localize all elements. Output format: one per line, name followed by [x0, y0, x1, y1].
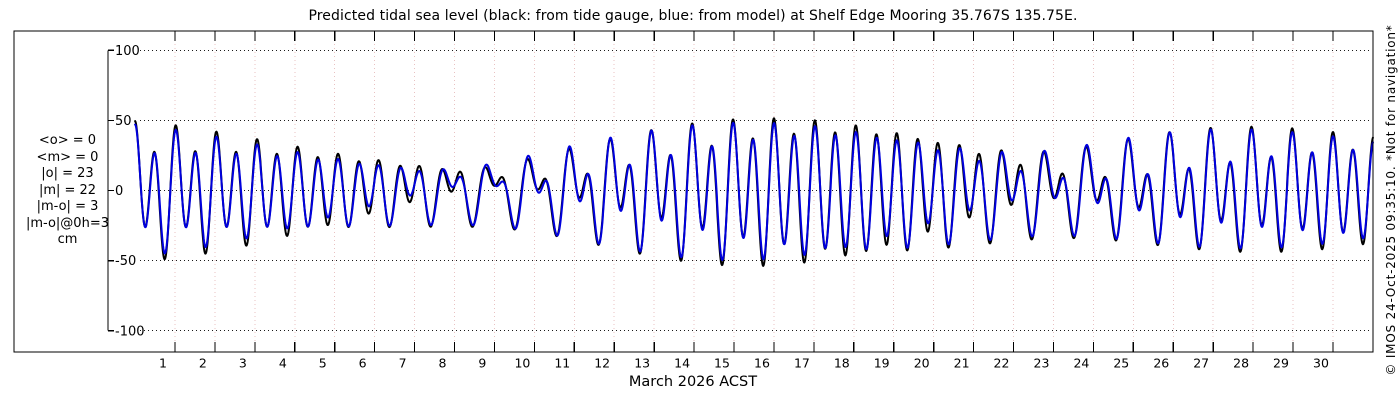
x-tick-label: 6: [359, 356, 367, 371]
stat-rms-model: |m| = 22: [38, 182, 97, 198]
x-tick-label: 20: [914, 356, 930, 371]
x-tick-label: 10: [514, 356, 530, 371]
x-tick-label: 1: [159, 356, 167, 371]
stat-mean-model: <m> = 0: [36, 149, 99, 165]
y-tick-label: 50: [115, 114, 132, 129]
x-tick-label: 15: [714, 356, 730, 371]
x-tick-label: 9: [478, 356, 486, 371]
x-tick-label: 29: [1273, 356, 1289, 371]
x-tick-label: 12: [594, 356, 610, 371]
y-tick-label: 100: [115, 44, 140, 59]
stat-difference-at-0h: |m-o|@0h=3: [26, 215, 109, 231]
x-tick-label: 19: [874, 356, 890, 371]
x-tick-label: 18: [834, 356, 850, 371]
stat-mean-observed: <o> = 0: [38, 133, 97, 148]
x-tick-label: 11: [554, 356, 570, 371]
x-tick-label: 28: [1233, 356, 1249, 371]
x-tick-label: 24: [1073, 356, 1089, 371]
x-tick-label: 23: [1034, 356, 1050, 371]
stat-units: cm: [57, 232, 78, 247]
x-tick-label: 8: [439, 356, 447, 371]
x-tick-label: 4: [279, 356, 287, 371]
x-tick-label: 5: [319, 356, 327, 371]
x-tick-label: 14: [674, 356, 690, 371]
x-tick-label: 25: [1113, 356, 1129, 371]
x-tick-label: 30: [1313, 356, 1329, 371]
x-tick-label: 7: [399, 356, 407, 371]
model-tide-curve: [134, 121, 1374, 261]
x-tick-label: 27: [1193, 356, 1209, 371]
x-axis-label: March 2026 ACST: [628, 374, 758, 390]
y-tick-label: -100: [115, 324, 145, 339]
x-tick-label: 21: [954, 356, 970, 371]
x-tick-label: 13: [634, 356, 650, 371]
plot-frame: [13, 30, 1374, 353]
x-tick-label: 16: [754, 356, 770, 371]
stats-panel: <o> = 0 <m> = 0 |o| = 23 |m| = 22 |m-o| …: [20, 133, 115, 249]
x-tick-label: 26: [1153, 356, 1169, 371]
stat-rms-observed: |o| = 23: [41, 166, 94, 181]
y-tick-label: -50: [115, 254, 136, 269]
imos-watermark-note: © IMOS 24-Oct-2025 09:35:10. *Not for na…: [1384, 24, 1398, 376]
x-tick-label: 2: [199, 356, 207, 371]
stat-rms-difference: |m-o| = 3: [36, 199, 99, 214]
chart-title: Predicted tidal sea level (black: from t…: [308, 8, 1078, 24]
x-tick-label: 17: [794, 356, 810, 371]
x-tick-label: 22: [994, 356, 1010, 371]
x-tick-label: 3: [239, 356, 247, 371]
y-tick-label: 0: [115, 184, 123, 199]
